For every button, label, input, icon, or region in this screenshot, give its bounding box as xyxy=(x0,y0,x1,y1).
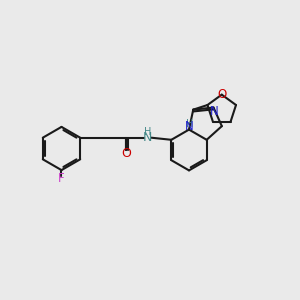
Text: H: H xyxy=(144,127,152,137)
Text: O: O xyxy=(217,88,226,101)
Text: N: N xyxy=(143,131,152,144)
Text: O: O xyxy=(121,147,131,161)
Text: H: H xyxy=(186,118,193,129)
Text: N: N xyxy=(210,105,218,118)
Text: N: N xyxy=(185,120,194,133)
Text: F: F xyxy=(58,172,65,185)
